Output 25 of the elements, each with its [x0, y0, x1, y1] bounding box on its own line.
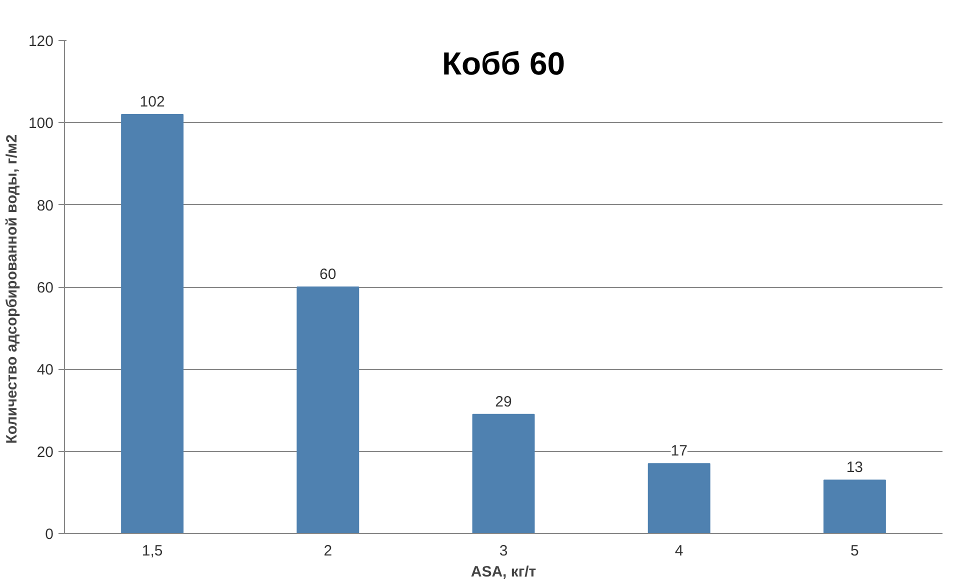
bar	[648, 463, 710, 534]
y-axis-title: Количество адсорбированной воды, г/м2	[3, 134, 20, 444]
data-label: 13	[846, 459, 864, 476]
y-tick-label: 100	[28, 115, 54, 132]
y-tick-label: 120	[28, 33, 54, 50]
x-tick-label: 1,5	[142, 542, 163, 560]
x-tick-label: 5	[850, 542, 859, 560]
x-tick-label: 3	[499, 542, 508, 560]
y-tick-label: 0	[45, 526, 54, 543]
y-tick-label: 80	[36, 197, 54, 214]
x-tick-label: 4	[674, 542, 684, 560]
y-tick-label: 40	[36, 362, 54, 379]
bar	[823, 480, 886, 534]
chart-title: Кобб 60	[442, 46, 566, 82]
bar	[121, 114, 184, 534]
bar	[296, 286, 360, 534]
x-axis-title: ASA, кг/т	[470, 564, 536, 580]
data-label: 29	[495, 393, 512, 410]
y-tick-label: 20	[36, 444, 54, 461]
data-label: 60	[320, 266, 336, 283]
data-label: 102	[140, 93, 165, 110]
bar	[472, 414, 535, 534]
x-tick-label: 2	[324, 542, 332, 560]
y-tick-label: 60	[36, 280, 54, 296]
data-label: 17	[670, 442, 688, 460]
